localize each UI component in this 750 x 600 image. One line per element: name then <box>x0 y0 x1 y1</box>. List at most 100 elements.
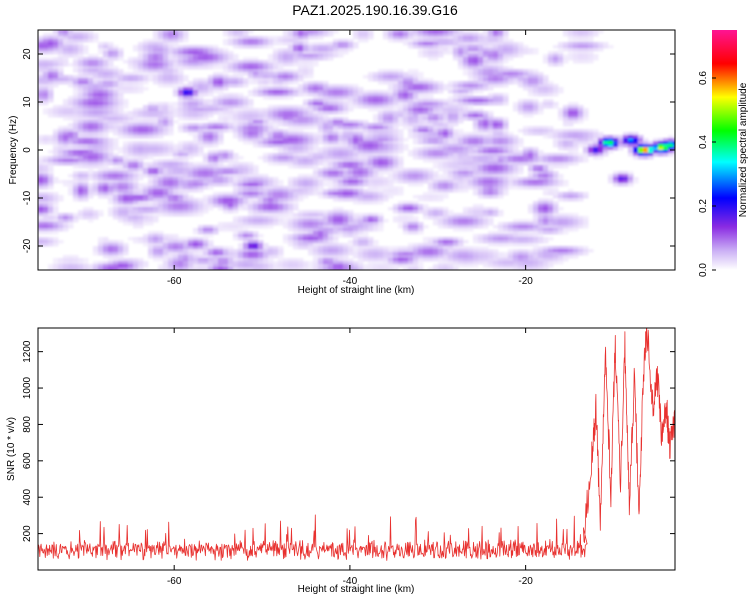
heatmap-cell <box>483 183 489 187</box>
heatmap-cell <box>233 72 239 76</box>
heatmap-cell <box>453 30 459 34</box>
heatmap-cell <box>278 117 284 121</box>
heatmap-cell <box>508 171 514 175</box>
heatmap-cell <box>258 42 264 46</box>
heatmap-cell <box>503 171 509 175</box>
heatmap-cell <box>108 150 114 154</box>
heatmap-cell <box>588 60 594 64</box>
heatmap-cell <box>258 90 264 94</box>
heatmap-cell <box>418 135 424 139</box>
heatmap-cell <box>148 201 154 205</box>
heatmap-cell <box>103 195 109 199</box>
heatmap-cell <box>463 186 469 190</box>
heatmap-cell <box>578 108 584 112</box>
heatmap-cell <box>543 129 549 133</box>
heatmap-cell <box>108 168 114 172</box>
heatmap-cell <box>138 72 144 76</box>
heatmap-cell <box>448 33 454 37</box>
heatmap-cell <box>233 69 239 73</box>
heatmap-cell <box>463 90 469 94</box>
heatmap-cell <box>523 156 529 160</box>
heatmap-cell <box>478 54 484 58</box>
heatmap-cell <box>293 192 299 196</box>
heatmap-cell <box>383 120 389 124</box>
heatmap-cell <box>188 96 194 100</box>
heatmap-cell <box>178 147 184 151</box>
heatmap-cell <box>183 126 189 130</box>
heatmap-cell <box>308 189 314 193</box>
heatmap-cell <box>458 183 464 187</box>
heatmap-cell <box>48 159 54 163</box>
heatmap-cell <box>73 165 79 169</box>
heatmap-cell <box>183 111 189 115</box>
heatmap-cell <box>353 42 359 46</box>
heatmap-cell <box>583 192 589 196</box>
heatmap-cell <box>658 153 664 157</box>
heatmap-cell <box>333 123 339 127</box>
heatmap-cell <box>108 57 114 61</box>
heatmap-cell <box>438 174 444 178</box>
heatmap-cell <box>523 84 529 88</box>
heatmap-cell <box>298 51 304 55</box>
heatmap-cell <box>288 183 294 187</box>
heatmap-cell <box>448 177 454 181</box>
heatmap-cell <box>573 54 579 58</box>
heatmap-cell <box>453 45 459 49</box>
heatmap-cell <box>323 120 329 124</box>
heatmap-cell <box>533 147 539 151</box>
heatmap-cell <box>303 66 309 70</box>
heatmap-cell <box>128 60 134 64</box>
heatmap-cell <box>418 141 424 145</box>
heatmap-cell <box>388 129 394 133</box>
heatmap-cell <box>103 96 109 100</box>
heatmap-cell <box>308 126 314 130</box>
heatmap-cell <box>263 114 269 118</box>
heatmap-cell <box>213 159 219 163</box>
heatmap-cell <box>263 90 269 94</box>
heatmap-cell <box>288 129 294 133</box>
heatmap-cell <box>298 69 304 73</box>
heatmap-cell <box>113 120 119 124</box>
heatmap-cell <box>253 183 259 187</box>
heatmap-cell <box>123 147 129 151</box>
heatmap-cell <box>518 99 524 103</box>
heatmap-cell <box>108 123 114 127</box>
heatmap-cell <box>43 177 49 181</box>
heatmap-cell <box>498 192 504 196</box>
heatmap-cell <box>333 102 339 106</box>
heatmap-cell <box>408 45 414 49</box>
heatmap-cell <box>588 144 594 148</box>
heatmap-cell <box>323 171 329 175</box>
heatmap-cell <box>98 177 104 181</box>
heatmap-cell <box>483 60 489 64</box>
heatmap-cell <box>563 198 569 202</box>
heatmap-cell <box>578 33 584 37</box>
heatmap-cell <box>443 30 449 34</box>
heatmap-cell <box>408 42 414 46</box>
heatmap-cell <box>323 81 329 85</box>
heatmap-cell <box>153 126 159 130</box>
heatmap-cell <box>493 36 499 40</box>
heatmap-cell <box>593 150 599 154</box>
heatmap-cell <box>153 30 159 34</box>
heatmap-cell <box>248 60 254 64</box>
heatmap-cell <box>473 114 479 118</box>
heatmap-cell <box>258 108 264 112</box>
heatmap-cell <box>138 129 144 133</box>
heatmap-cell <box>218 153 224 157</box>
heatmap-cell <box>218 102 224 106</box>
heatmap-cell <box>98 189 104 193</box>
heatmap-cell <box>158 102 164 106</box>
heatmap-cell <box>348 96 354 100</box>
heatmap-cell <box>183 147 189 151</box>
heatmap-cell <box>528 114 534 118</box>
heatmap-cell <box>508 45 514 49</box>
heatmap-cell <box>263 183 269 187</box>
heatmap-cell <box>438 87 444 91</box>
heatmap-cell <box>543 132 549 136</box>
heatmap-cell <box>233 135 239 139</box>
heatmap-cell <box>333 126 339 130</box>
heatmap-cell <box>98 84 104 88</box>
heatmap-cell <box>518 129 524 133</box>
heatmap-cell <box>88 84 94 88</box>
